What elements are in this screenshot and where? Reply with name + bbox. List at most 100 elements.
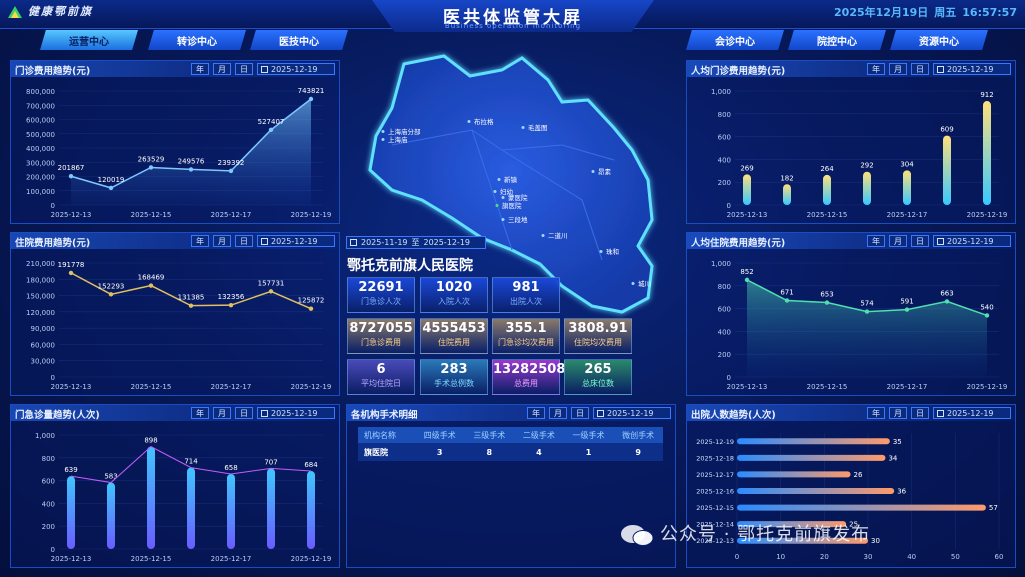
data-label: 653 xyxy=(820,291,833,299)
month-button[interactable]: 月 xyxy=(549,407,567,419)
date-picker[interactable]: 2025-12-19 xyxy=(257,235,335,247)
map-marker xyxy=(493,190,497,193)
day-button[interactable]: 日 xyxy=(235,235,253,247)
calendar-icon xyxy=(261,409,268,417)
year-button[interactable]: 年 xyxy=(191,63,209,75)
date-range-picker[interactable]: 2025-11-19 至 2025-12-19 xyxy=(346,236,486,249)
panel-emergency-visits: 门急诊量趋势(人次) 年 月 日 2025-12-19 0 200 400 600 80… xyxy=(10,404,340,568)
y-tick-label: 0 xyxy=(51,546,55,554)
x-tick-label: 2025-12-19 xyxy=(291,383,332,391)
year-button[interactable]: 年 xyxy=(867,235,885,247)
tab-operations[interactable]: 运营中心 xyxy=(40,30,138,50)
watermark: 公众号 · 鄂托克前旗发布 xyxy=(620,520,870,547)
period-controls: 年 月 日 2025-12-19 xyxy=(867,407,1011,419)
x-tick-label: 2025-12-19 xyxy=(291,211,332,219)
date-picker[interactable]: 2025-12-19 xyxy=(257,63,335,75)
map-region[interactable] xyxy=(368,54,654,314)
table-cell: 8 xyxy=(464,443,515,461)
data-point xyxy=(188,303,194,308)
bar xyxy=(783,184,791,205)
panel-title: 人均住院费用趋势(元) xyxy=(691,238,786,249)
date-picker[interactable]: 2025-12-19 xyxy=(257,407,335,419)
map-marker xyxy=(381,130,385,133)
stat-card: 3808.91 住院均次费用 xyxy=(564,318,632,354)
stat-card: 13282508 总费用 xyxy=(492,359,566,395)
y-tick-label: 2025-12-14 xyxy=(696,521,734,529)
month-button[interactable]: 月 xyxy=(213,63,231,75)
y-tick-label: 400,000 xyxy=(26,145,55,153)
map-label: 布拉格 xyxy=(474,117,494,126)
data-label: 671 xyxy=(780,289,793,297)
map-label: 二道川 xyxy=(548,231,568,240)
clock-date: 2025年12月19日 xyxy=(834,6,929,19)
date-picker[interactable]: 2025-12-19 xyxy=(933,63,1011,75)
day-button[interactable]: 日 xyxy=(571,407,589,419)
data-label: 201867 xyxy=(58,164,85,172)
date-picker[interactable]: 2025-12-19 xyxy=(933,235,1011,247)
date-value: 2025-12-19 xyxy=(607,408,654,418)
x-tick-label: 50 xyxy=(951,553,960,561)
calendar-icon xyxy=(261,237,268,245)
bar xyxy=(863,171,871,205)
bar xyxy=(737,537,868,544)
year-button[interactable]: 年 xyxy=(191,235,209,247)
x-tick-label: 2025-12-13 xyxy=(727,211,768,219)
x-tick-label: 2025-12-15 xyxy=(131,211,172,219)
bar xyxy=(147,446,155,549)
year-button[interactable]: 年 xyxy=(527,407,545,419)
x-tick-label: 30 xyxy=(864,553,873,561)
logo-text: 健康鄂前旗 xyxy=(28,5,93,18)
stat-value: 1020 xyxy=(435,280,473,295)
day-button[interactable]: 日 xyxy=(911,407,929,419)
day-button[interactable]: 日 xyxy=(235,63,253,75)
year-button[interactable]: 年 xyxy=(867,407,885,419)
day-button[interactable]: 日 xyxy=(235,407,253,419)
x-tick-label: 60 xyxy=(995,553,1004,561)
tab-consultation[interactable]: 会诊中心 xyxy=(686,30,784,50)
month-button[interactable]: 月 xyxy=(889,407,907,419)
table-cell: 1 xyxy=(563,443,614,461)
bar xyxy=(227,473,235,549)
data-point xyxy=(108,185,114,191)
date-value: 2025-12-19 xyxy=(271,408,318,418)
map-label: 三段地 xyxy=(508,215,528,224)
stat-value: 22691 xyxy=(358,280,404,295)
data-label: 57 xyxy=(989,504,998,512)
table-row[interactable]: 旗医院 3 8 4 1 9 xyxy=(358,443,663,461)
bar xyxy=(737,504,986,511)
month-button[interactable]: 月 xyxy=(213,407,231,419)
column-header: 一级手术 xyxy=(563,427,614,443)
date-picker[interactable]: 2025-12-19 xyxy=(593,407,671,419)
bar xyxy=(737,471,851,478)
month-button[interactable]: 月 xyxy=(889,63,907,75)
month-button[interactable]: 月 xyxy=(213,235,231,247)
year-button[interactable]: 年 xyxy=(191,407,209,419)
tab-infection-control[interactable]: 院控中心 xyxy=(788,30,886,50)
data-label: 304 xyxy=(900,160,914,168)
data-label: 120019 xyxy=(98,176,125,184)
month-button[interactable]: 月 xyxy=(889,235,907,247)
y-tick-label: 200 xyxy=(718,351,731,359)
period-controls: 年 月 日 2025-12-19 xyxy=(867,235,1011,247)
tab-referral[interactable]: 转诊中心 xyxy=(148,30,246,50)
stat-value: 13282508 xyxy=(493,362,566,377)
y-tick-label: 700,000 xyxy=(26,102,55,110)
bar xyxy=(737,521,847,528)
y-tick-label: 2025-12-18 xyxy=(696,454,734,462)
bar xyxy=(67,476,75,549)
stat-card: 265 总床位数 xyxy=(564,359,632,395)
y-tick-label: 30,000 xyxy=(31,358,56,366)
series-line xyxy=(70,272,312,310)
wechat-icon xyxy=(621,525,654,546)
map-marker xyxy=(631,282,635,285)
day-button[interactable]: 日 xyxy=(911,63,929,75)
logo-icon xyxy=(8,6,22,18)
clock-weekday: 周五 xyxy=(934,6,957,19)
day-button[interactable]: 日 xyxy=(911,235,929,247)
date-picker[interactable]: 2025-12-19 xyxy=(933,407,1011,419)
tab-resources[interactable]: 资源中心 xyxy=(890,30,988,50)
data-point xyxy=(68,270,74,276)
date-value: 2025-12-19 xyxy=(271,64,318,74)
year-button[interactable]: 年 xyxy=(867,63,885,75)
tab-medtech[interactable]: 医技中心 xyxy=(250,30,348,50)
